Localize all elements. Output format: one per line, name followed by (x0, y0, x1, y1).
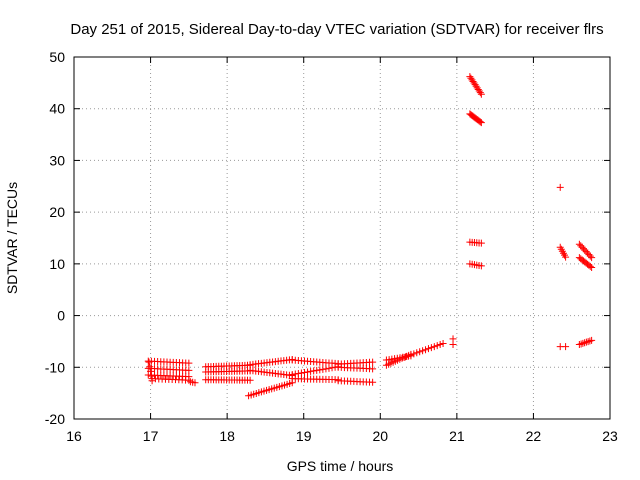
data-points (144, 73, 596, 400)
data-point (586, 337, 594, 345)
y-tick-label: -20 (45, 411, 65, 427)
chart-title: Day 251 of 2015, Sidereal Day-to-day VTE… (70, 21, 603, 38)
data-point (310, 367, 318, 375)
data-point (147, 367, 155, 375)
data-point (191, 379, 199, 387)
y-tick-label: 40 (49, 101, 65, 117)
data-point (369, 378, 377, 386)
y-tick-label: 10 (49, 256, 65, 272)
data-point (422, 346, 430, 354)
x-tick-label: 17 (143, 428, 159, 444)
data-point (410, 350, 418, 358)
data-point (449, 341, 457, 349)
data-point (369, 365, 377, 373)
x-tick-label: 22 (526, 428, 542, 444)
data-point (146, 363, 154, 371)
y-tick-label: 30 (49, 152, 65, 168)
data-point (556, 183, 564, 191)
data-point (582, 338, 590, 346)
data-point (477, 90, 485, 98)
axis-ticks: 16 17 18 19 20 21 22 23 -20 -10 0 10 20 30 40 50 (45, 49, 618, 444)
x-tick-label: 19 (296, 428, 312, 444)
data-point (588, 336, 596, 344)
y-tick-label: 0 (57, 308, 65, 324)
data-point (319, 365, 327, 373)
data-point (577, 340, 585, 348)
data-point (579, 339, 587, 347)
data-point (416, 348, 424, 356)
data-point (586, 252, 594, 260)
data-point (147, 372, 155, 380)
data-point (588, 263, 596, 271)
y-tick-label: 20 (49, 204, 65, 220)
data-point (145, 358, 153, 366)
x-tick-label: 18 (219, 428, 235, 444)
data-point (185, 376, 193, 384)
data-point (300, 368, 308, 376)
data-point (562, 253, 570, 261)
data-point (436, 341, 444, 349)
data-point (581, 339, 589, 347)
data-point (185, 366, 193, 374)
data-point (307, 367, 315, 375)
x-tick-label: 21 (449, 428, 465, 444)
data-point (297, 369, 305, 377)
data-point (424, 345, 432, 353)
data-point (584, 338, 592, 346)
data-point (433, 342, 441, 350)
data-point (430, 343, 438, 351)
data-point (413, 349, 421, 357)
y-tick-label: -10 (45, 359, 65, 375)
data-point (477, 262, 485, 270)
data-point (304, 368, 312, 376)
data-point (477, 119, 485, 127)
data-point (586, 262, 594, 270)
data-point (476, 89, 484, 97)
y-axis-label: SDTVAR / TECUs (4, 182, 20, 294)
data-point (439, 339, 447, 347)
data-point (477, 239, 485, 247)
data-point (369, 358, 377, 366)
data-point (322, 365, 330, 373)
data-point (246, 376, 254, 384)
y-tick-label: 50 (49, 49, 65, 65)
data-point (427, 344, 435, 352)
data-point (575, 341, 583, 349)
data-point (328, 364, 336, 372)
x-tick-label: 23 (602, 428, 618, 444)
x-tick-label: 16 (66, 428, 82, 444)
data-point (588, 254, 596, 262)
data-point (562, 343, 570, 351)
plot-frame (73, 56, 611, 420)
data-point (325, 364, 333, 372)
data-point (313, 366, 321, 374)
data-point (316, 366, 324, 374)
data-point (148, 377, 156, 385)
data-point (185, 359, 193, 367)
data-point (419, 347, 427, 355)
data-point (476, 118, 484, 126)
data-point (407, 351, 415, 359)
x-axis-label: GPS time / hours (287, 458, 394, 474)
x-tick-label: 20 (372, 428, 388, 444)
